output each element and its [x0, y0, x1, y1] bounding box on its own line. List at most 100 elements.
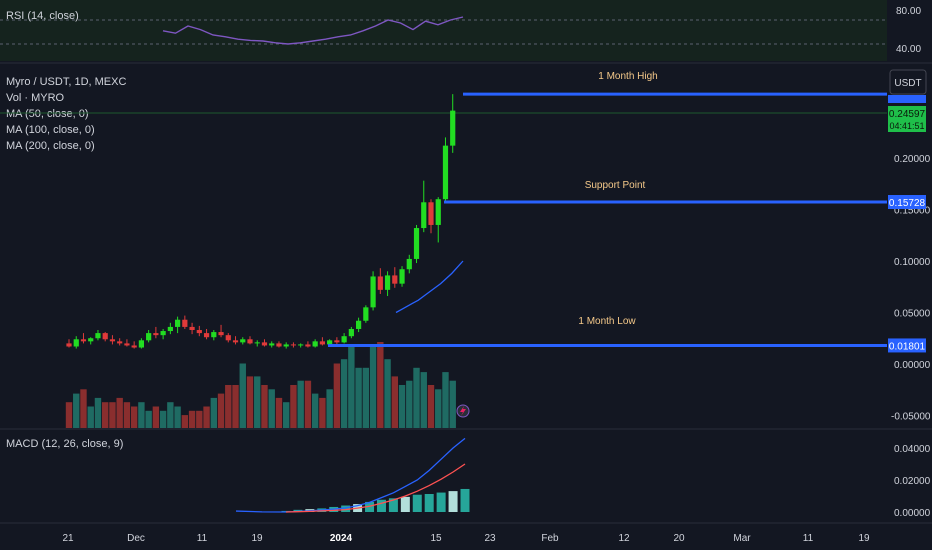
candle	[341, 333, 347, 344]
main-panel: Myro / USDT, 1D, MEXC Vol · MYRO MA (50,…	[0, 69, 931, 428]
candle	[406, 254, 412, 274]
volume-bar	[80, 389, 87, 428]
volume-bar	[362, 367, 370, 428]
time-tick: Feb	[541, 533, 559, 544]
volume-bar	[123, 402, 131, 428]
volume-bar	[167, 402, 174, 428]
month-high-annotation: 1 Month High	[598, 71, 657, 82]
high-price-tag	[888, 95, 926, 103]
low-price-value: 0.01801	[889, 341, 926, 352]
volume-bar	[355, 367, 362, 428]
candle	[117, 338, 123, 346]
price-tick: 0.15000	[894, 206, 931, 217]
volume-bar	[268, 389, 275, 428]
volume-bar	[138, 402, 145, 428]
candle	[363, 305, 369, 323]
volume-bar	[261, 385, 268, 428]
macd-histogram-bar	[412, 494, 422, 512]
currency-button[interactable]	[889, 69, 927, 95]
volume-bar	[333, 363, 341, 428]
candle	[305, 341, 311, 348]
volume-bar	[275, 397, 283, 428]
support-price-tag	[888, 195, 926, 210]
moving-average-line	[395, 260, 464, 314]
volume-bar	[427, 385, 435, 428]
candle	[203, 328, 210, 340]
price-tick: 0.10000	[894, 257, 931, 268]
support-annotation: Support Point	[585, 180, 646, 191]
candle	[196, 325, 202, 337]
candle	[428, 199, 434, 234]
volume-bar	[384, 359, 391, 428]
candle	[80, 333, 87, 344]
volume-bar	[225, 385, 232, 428]
volume-bars	[65, 342, 456, 428]
legend-symbol: Myro / USDT, 1D, MEXC	[6, 76, 126, 88]
macd-histogram-bar	[365, 501, 375, 512]
candle	[413, 224, 420, 264]
volume-bar	[203, 406, 210, 428]
time-tick: 11	[197, 533, 208, 544]
volume-bar	[174, 406, 181, 428]
macd-histogram-bar	[400, 496, 410, 512]
candle	[269, 341, 275, 348]
volume-bar	[442, 372, 449, 428]
time-tick: Mar	[733, 533, 751, 544]
candle	[392, 267, 398, 288]
candle	[442, 137, 449, 204]
flash-icon[interactable]	[456, 404, 470, 418]
volume-bar	[348, 346, 355, 428]
candle	[450, 94, 456, 153]
candle	[160, 328, 166, 340]
volume-bar	[159, 410, 167, 428]
macd-tick: 0.04000	[894, 444, 931, 455]
candle	[240, 337, 246, 345]
rsi-line	[162, 16, 464, 45]
time-tick: 19	[251, 533, 263, 544]
candle	[421, 180, 427, 233]
candle	[283, 342, 289, 349]
macd-histogram-bar	[460, 488, 470, 512]
volume-bar	[340, 359, 348, 428]
time-axis[interactable]: 21 Dec 11 19 2024 15 23 Feb 12 20 Mar 11…	[62, 533, 870, 544]
candle	[95, 330, 101, 341]
volume-bar	[102, 402, 109, 428]
price-axis[interactable]: USDT 0.24597 04:41:51 0.20000 0.15000 0.…	[888, 69, 931, 423]
volume-bar	[311, 393, 319, 428]
volume-bar	[283, 402, 290, 428]
macd-histogram-bar	[341, 505, 351, 512]
volume-bar	[449, 380, 456, 428]
volume-bar	[290, 385, 297, 428]
support-price-value: 0.15728	[889, 198, 926, 209]
candle	[232, 336, 239, 345]
price-tick: 0.05000	[894, 309, 931, 320]
current-price-tag	[888, 106, 926, 132]
candle	[175, 316, 181, 334]
rsi-band	[0, 0, 887, 61]
volume-bar	[87, 406, 94, 428]
time-tick: 12	[618, 533, 630, 544]
volume-bar	[413, 367, 420, 428]
macd-histogram-bar	[424, 494, 434, 512]
volume-bar	[398, 385, 406, 428]
candle	[334, 337, 340, 345]
volume-bar	[319, 397, 326, 428]
time-tick: Dec	[127, 533, 145, 544]
candle	[298, 343, 304, 348]
candle	[153, 326, 159, 339]
candle	[356, 317, 362, 333]
volume-bar	[73, 393, 80, 428]
volume-bar	[246, 376, 254, 428]
volume-bar	[369, 346, 377, 428]
candle	[138, 338, 144, 349]
volume-bar	[130, 406, 138, 428]
volume-bar	[254, 376, 261, 428]
chart-legend: Myro / USDT, 1D, MEXC Vol · MYRO MA (50,…	[6, 76, 126, 152]
price-tick: 0.00000	[894, 360, 931, 371]
volume-bar	[145, 410, 152, 428]
macd-histogram-bar	[376, 499, 386, 512]
volume-bar	[232, 385, 239, 428]
candle	[73, 336, 79, 349]
